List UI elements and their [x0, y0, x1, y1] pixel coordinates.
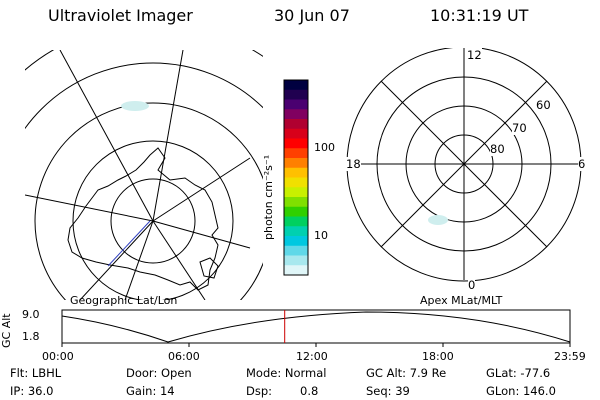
- colorbar-segment: [284, 128, 308, 139]
- mlt-line: [380, 80, 548, 248]
- colorbar-segment: [284, 148, 308, 159]
- colorbar-segment: [284, 80, 308, 91]
- colorbar-tick-10: 10: [314, 229, 328, 242]
- glat-info: GLat: -77.6: [486, 366, 551, 380]
- lon-line: [59, 50, 154, 222]
- colorbar-segment: [284, 255, 308, 266]
- island-outline: [199, 257, 219, 279]
- lat-circle: [72, 140, 234, 300]
- mlat-label-70: 70: [512, 121, 527, 135]
- colorbar-segment: [284, 265, 308, 276]
- timeline-ylabel: GC Alt: [0, 313, 13, 348]
- timeline-xtick: 00:00: [42, 350, 74, 363]
- colorbar-segment: [284, 206, 308, 217]
- colorbar-segment: [284, 167, 308, 178]
- mlat-label-80: 80: [490, 142, 505, 156]
- colorbar-segment: [284, 109, 308, 120]
- colorbar-tick-100: 100: [314, 141, 335, 154]
- mlt-label-12: 12: [467, 48, 482, 62]
- timeline-xtick: 06:00: [168, 350, 200, 363]
- mlt-label-18: 18: [346, 157, 361, 171]
- dsp-label: Dsp:: [246, 384, 273, 398]
- timeline-xtick: 18:00: [422, 350, 454, 363]
- dsp-value: 0.8: [300, 384, 319, 398]
- timeline-ytick: 9.0: [22, 308, 40, 321]
- altitude-timeline: [61, 309, 571, 347]
- door-info: Door: Open: [126, 366, 192, 380]
- colorbar: [283, 79, 309, 276]
- colorbar-segment: [284, 245, 308, 256]
- lat-circle: [34, 102, 263, 300]
- colorbar-segment: [284, 158, 308, 169]
- colorbar-segment: [284, 119, 308, 130]
- filter-info: Flt: LBHL: [10, 366, 62, 380]
- lon-line: [152, 220, 251, 249]
- colorbar-segment: [284, 138, 308, 149]
- mlat-label-60: 60: [536, 98, 551, 112]
- lon-line: [124, 220, 154, 300]
- mode-info: Mode: Normal: [246, 366, 327, 380]
- gain-info: Gain: 14: [126, 384, 175, 398]
- colorbar-segment: [284, 216, 308, 227]
- time-label: 10:31:19 UT: [430, 6, 529, 25]
- aurora-patch: [428, 215, 448, 225]
- lon-line: [25, 194, 154, 222]
- imager-title: Ultraviolet Imager: [48, 6, 193, 25]
- ip-info: IP: 36.0: [10, 384, 54, 398]
- lon-line: [152, 50, 184, 222]
- timeline-xtick: 12:00: [296, 350, 328, 363]
- apex-caption: Apex MLat/MLT: [420, 294, 503, 307]
- mlt-label-0: 0: [468, 278, 476, 292]
- gc-alt-info: GC Alt: 7.9 Re: [366, 366, 447, 380]
- timeline-ytick: 1.8: [22, 330, 40, 343]
- aurora-patch: [121, 101, 149, 111]
- altitude-curve: [61, 311, 571, 343]
- lon-line: [79, 220, 154, 300]
- colorbar-segment: [284, 89, 308, 100]
- timeline-xtick: 23:59: [554, 350, 586, 363]
- lon-line: [152, 220, 206, 300]
- seq-info: Seq: 39: [366, 384, 410, 398]
- colorbar-segment: [284, 177, 308, 188]
- colorbar-unit-label: photon cm⁻²s⁻¹: [262, 154, 275, 240]
- polar-mlat-mlt-plot: [346, 48, 582, 282]
- colorbar-segment: [284, 197, 308, 208]
- coastline: [67, 147, 219, 291]
- date-label: 30 Jun 07: [274, 6, 350, 25]
- geographic-caption: Geographic Lat/Lon: [70, 294, 178, 307]
- colorbar-segment: [284, 226, 308, 237]
- lat-circle: [25, 62, 263, 130]
- colorbar-segment: [284, 99, 308, 110]
- lat-circle: [110, 178, 196, 264]
- lon-line: [152, 157, 251, 222]
- mlt-label-6: 6: [578, 157, 586, 171]
- ground-track: [107, 220, 151, 267]
- colorbar-segment: [284, 187, 308, 198]
- glon-info: GLon: 146.0: [486, 384, 556, 398]
- colorbar-segment: [284, 236, 308, 247]
- geographic-map: [25, 50, 263, 300]
